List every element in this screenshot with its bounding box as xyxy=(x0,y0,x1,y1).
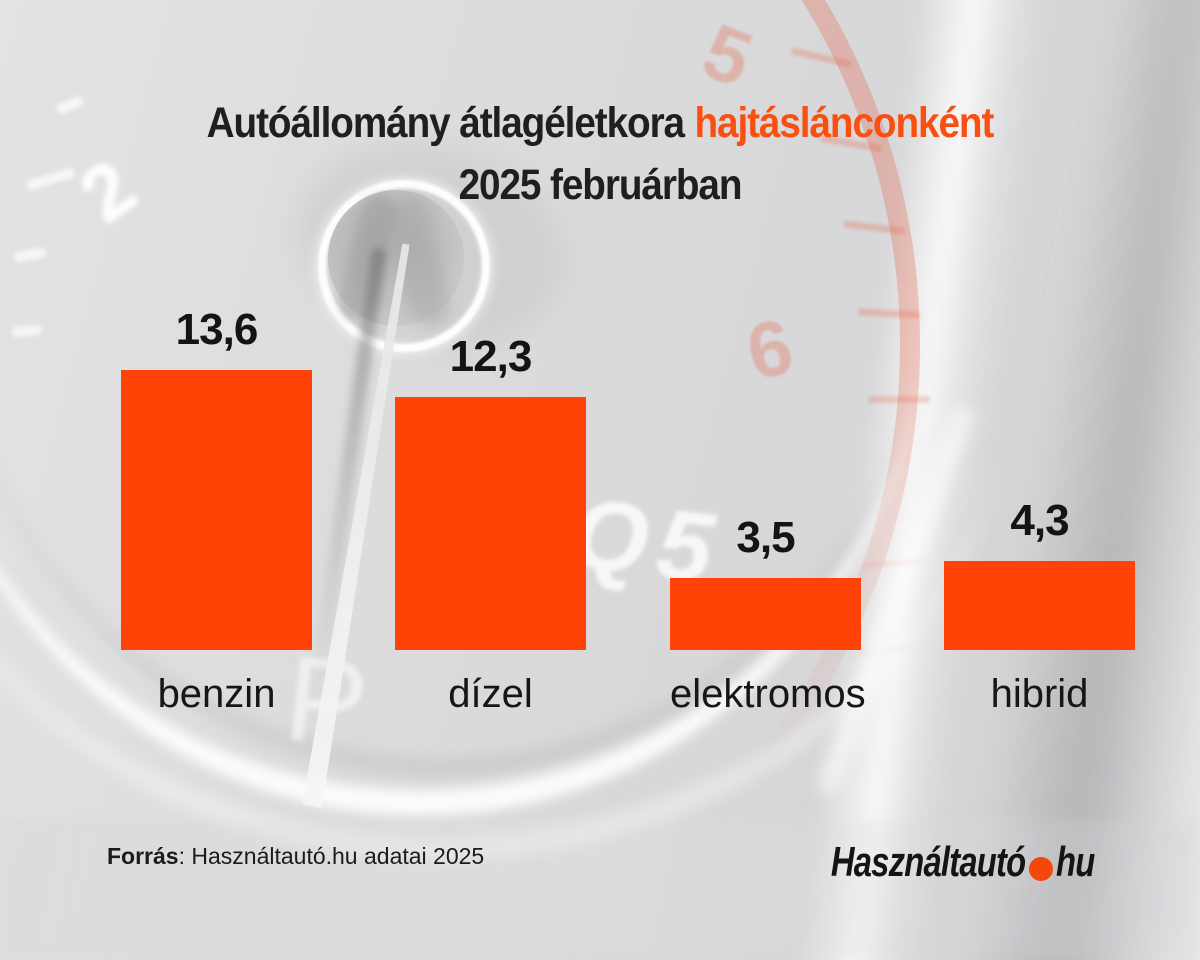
bar-dizel xyxy=(395,397,586,650)
source-text: : Használtautó.hu adatai 2025 xyxy=(178,843,485,869)
logo-dot xyxy=(1028,857,1053,881)
category-label-dizel: dízel xyxy=(448,672,533,716)
bottom-sheen xyxy=(0,820,1200,960)
bar-column-dizel: 12,3 xyxy=(395,331,586,650)
logo-brand-text: Használtautó xyxy=(831,838,1026,885)
logo-tld-text: hu xyxy=(1055,838,1095,885)
category-label-hibrid: hibrid xyxy=(990,672,1089,716)
bar-column-elektromos: 3,5 xyxy=(670,512,861,650)
title-text: Autóállomány átlagéletkora xyxy=(206,99,685,147)
chart-title: Autóállomány átlagéletkora hajtáslánconké… xyxy=(0,92,1200,216)
bar-column-hibrid: 4,3 xyxy=(944,495,1135,650)
title-line1: Autóállomány átlagéletkora hajtáslánconké… xyxy=(60,92,1140,154)
value-label-elektromos: 3,5 xyxy=(736,512,795,562)
source-prefix: Forrás xyxy=(107,843,179,869)
bar-benzin xyxy=(121,370,312,650)
value-label-benzin: 13,6 xyxy=(175,304,259,354)
title-accent: hajtáslánconként xyxy=(694,99,994,147)
value-label-hibrid: 4,3 xyxy=(1010,495,1069,545)
bar-hibrid xyxy=(944,561,1135,650)
gauge-knob-ring xyxy=(318,180,490,352)
category-label-elektromos: elektromos xyxy=(670,672,866,716)
hasznaltauto-logo: Használtautó hu xyxy=(776,838,1105,886)
bar-column-benzin: 13,6 xyxy=(121,304,312,650)
source-note: Forrás: Használtautó.hu adatai 2025 xyxy=(107,843,484,870)
bar-elektromos xyxy=(670,578,861,650)
category-label-benzin: benzin xyxy=(157,672,276,716)
title-line2: 2025 februárban xyxy=(458,161,743,209)
value-label-dizel: 12,3 xyxy=(449,331,533,381)
